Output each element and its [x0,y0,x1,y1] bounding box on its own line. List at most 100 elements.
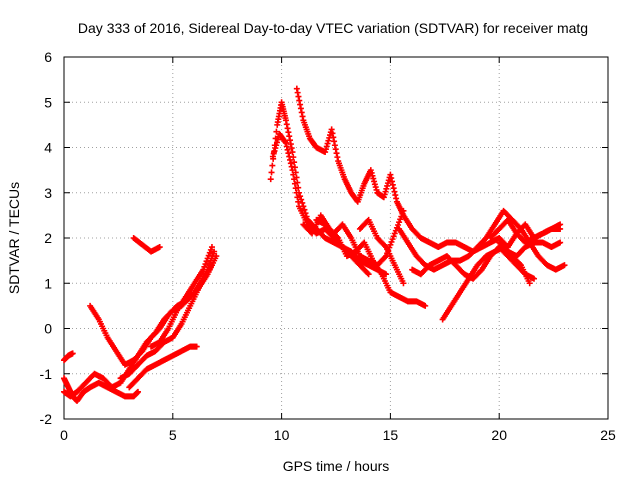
data-point [272,145,279,152]
data-point [332,146,339,153]
data-point [202,261,209,268]
data-point [381,191,388,198]
data-point [382,188,389,195]
data-point [299,113,306,120]
data-point [322,149,329,156]
data-point [206,249,213,256]
data-point [201,263,208,270]
data-point [211,248,218,255]
series-arc-g [130,235,163,255]
data-point [387,171,394,178]
y-tick-label: 5 [44,94,52,110]
data-point [334,233,341,240]
data-marks [61,85,568,404]
data-point [526,280,533,287]
data-point [269,153,276,160]
data-point [557,225,564,232]
chart-title: Day 333 of 2016, Sidereal Day-to-day VTE… [78,20,588,36]
data-point [395,221,402,228]
data-point [284,146,291,153]
data-point [298,109,305,116]
data-point [269,162,276,169]
data-point [328,126,335,133]
series-arc-n [356,216,407,287]
data-point [396,219,403,226]
data-point [390,233,397,240]
series-arc-m [313,207,407,269]
data-point [290,171,297,178]
x-tick-label: 20 [491,427,507,443]
data-point [381,242,388,249]
data-point [270,150,277,157]
series-arc-s [496,239,564,260]
data-point [207,246,214,253]
data-point [283,121,290,128]
series-arc-i [267,99,390,278]
data-point [287,160,294,167]
data-point [208,244,215,251]
data-point [284,125,291,132]
data-point [371,178,378,185]
data-point [329,130,336,137]
y-tick-label: 3 [44,185,52,201]
series-arc-e [126,343,200,391]
data-point [293,85,300,92]
data-point [297,101,304,108]
data-point [200,266,207,273]
data-point [364,270,371,277]
y-tick-label: -1 [40,366,53,382]
series-arc-p [409,244,538,282]
y-tick-label: 1 [44,275,52,291]
data-point [381,254,388,261]
data-point [516,261,523,268]
y-tick-label: 6 [44,49,52,65]
data-point [390,185,397,192]
data-point [273,142,280,149]
data-point [291,159,298,166]
data-point [389,181,396,188]
data-point [297,105,304,112]
data-point [301,206,308,213]
y-axis-label: SDTVAR / TECUs [6,182,22,294]
data-point [282,117,289,124]
data-point [285,129,292,136]
data-point [294,89,301,96]
data-point [288,163,295,170]
data-point [271,147,278,154]
data-point [282,138,289,145]
x-tick-label: 10 [274,427,290,443]
data-point [333,150,340,157]
data-point [205,252,212,259]
data-point [561,262,568,269]
data-point [286,133,293,140]
data-point [400,280,407,287]
series-arc-f [148,244,215,350]
data-point [367,167,374,174]
x-tick-label: 0 [60,427,68,443]
data-point [289,149,296,156]
y-tick-label: 4 [44,140,52,156]
data-point [323,143,330,150]
data-point [389,178,396,185]
data-point [287,156,294,163]
data-point [388,238,395,245]
data-point [422,302,429,309]
data-point [391,188,398,195]
data-point [203,258,210,265]
data-point [334,154,341,161]
data-point [296,97,303,104]
data-point [400,207,407,214]
y-tick-label: 0 [44,321,52,337]
data-point [288,145,295,152]
data-point [397,216,404,223]
data-point [294,194,301,201]
data-point [285,150,292,157]
data-point [282,139,289,146]
data-point [287,137,294,144]
data-point [383,185,390,192]
data-point [286,153,293,160]
data-point [293,189,300,196]
data-point [156,244,163,251]
x-axis-label: GPS time / hours [283,458,390,474]
y-tick-label: 2 [44,230,52,246]
